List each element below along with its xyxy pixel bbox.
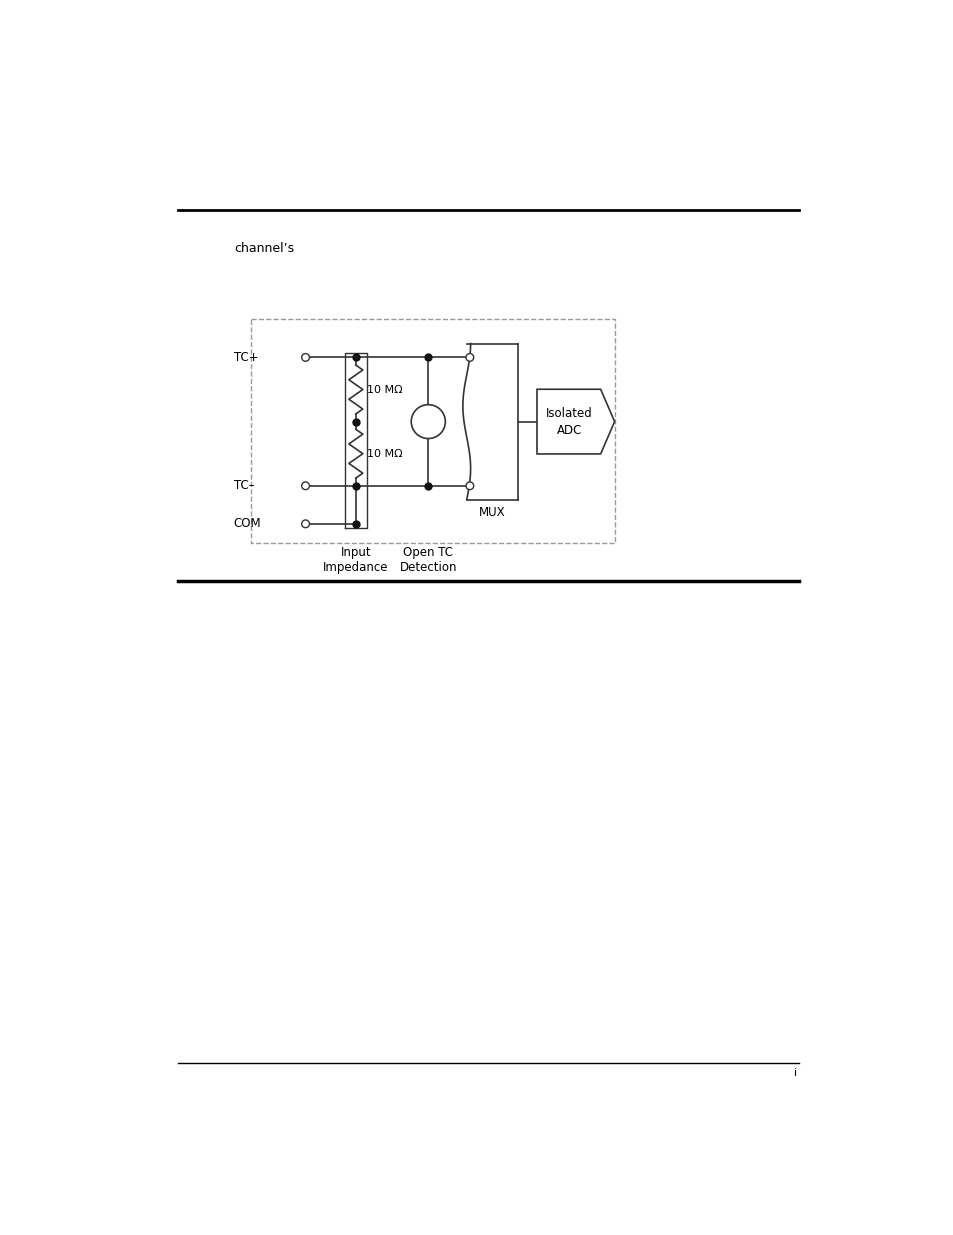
Text: channel’s: channel’s (233, 242, 294, 254)
Text: TC+: TC+ (233, 351, 258, 364)
Circle shape (411, 405, 445, 438)
Circle shape (301, 520, 309, 527)
Text: MUX: MUX (478, 506, 505, 519)
Text: 10 MΩ: 10 MΩ (366, 384, 402, 394)
Polygon shape (345, 353, 366, 529)
Text: i: i (793, 1067, 797, 1077)
Polygon shape (537, 389, 614, 454)
Circle shape (465, 482, 474, 489)
Text: COM: COM (233, 517, 261, 530)
Text: ADC: ADC (557, 425, 581, 437)
Text: TC–: TC– (233, 479, 254, 493)
Polygon shape (466, 343, 518, 500)
Text: Isolated: Isolated (546, 408, 593, 420)
Circle shape (301, 482, 309, 489)
Text: Open TC
Detection: Open TC Detection (399, 546, 456, 574)
Text: 10 MΩ: 10 MΩ (366, 448, 402, 458)
Text: Input
Impedance: Input Impedance (323, 546, 388, 574)
Circle shape (465, 353, 474, 362)
Circle shape (301, 353, 309, 362)
